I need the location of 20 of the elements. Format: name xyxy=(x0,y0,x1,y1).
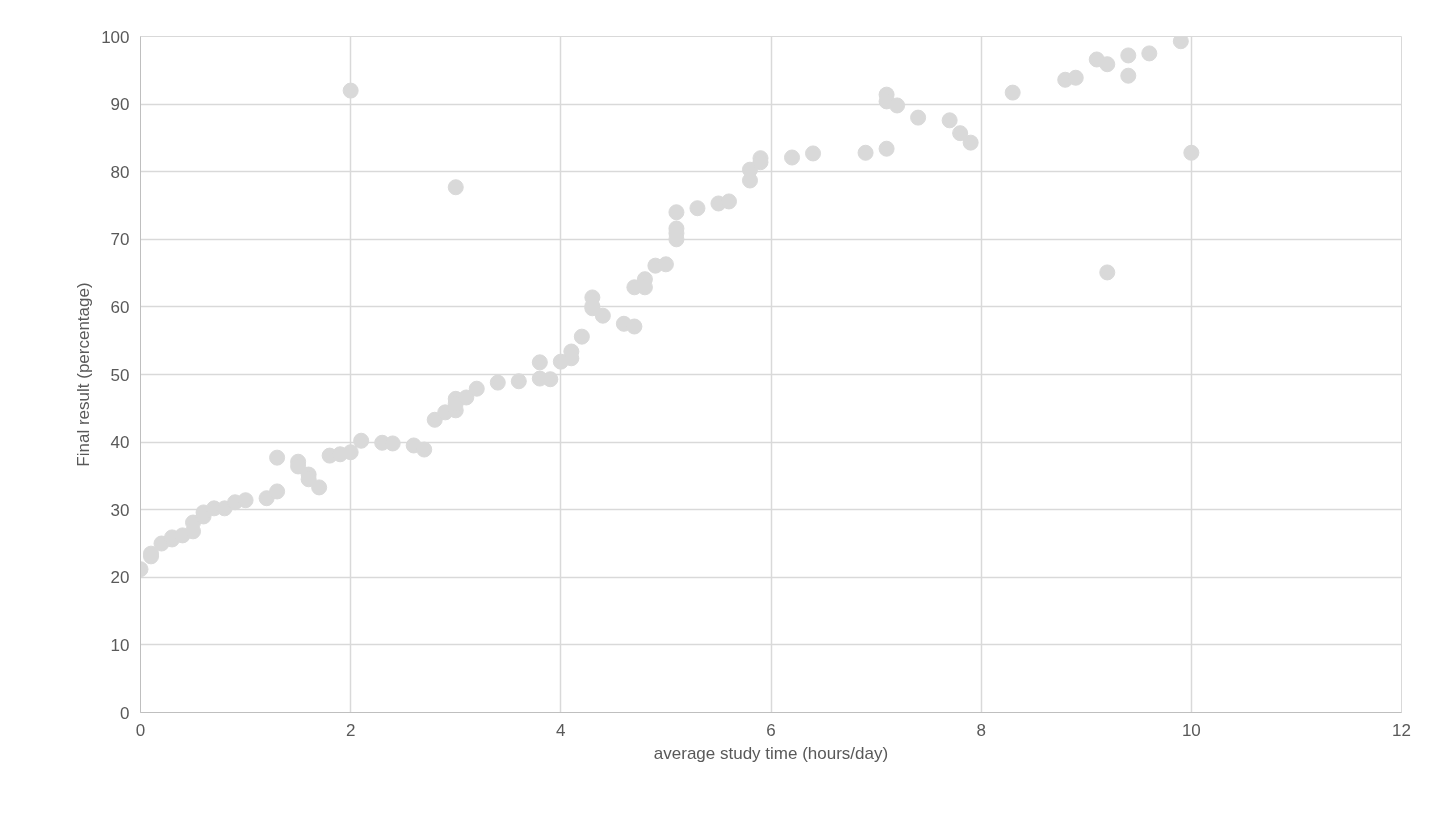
x-tick-label: 0 xyxy=(135,720,146,740)
y-tick-label: 90 xyxy=(110,95,130,115)
y-tick-label: 100 xyxy=(101,27,130,47)
y-tick-label: 20 xyxy=(110,568,130,588)
x-tick-label: 6 xyxy=(766,720,776,740)
y-axis-title: Final result (percentage) xyxy=(74,282,94,467)
y-tick-label: 60 xyxy=(110,297,130,317)
x-tick-label: 4 xyxy=(556,720,566,740)
y-tick-label: 70 xyxy=(110,230,130,250)
y-tick-label: 50 xyxy=(110,365,130,385)
x-tick-label: 10 xyxy=(1181,720,1201,740)
y-tick-label: 0 xyxy=(120,703,130,723)
y-tick-label: 40 xyxy=(110,433,130,453)
x-axis-title: average study time (hours/day) xyxy=(653,743,889,763)
y-tick-label: 30 xyxy=(110,500,130,520)
x-tick-label: 8 xyxy=(976,720,986,740)
x-tick-label: 2 xyxy=(345,720,356,740)
x-tick-label: 12 xyxy=(1392,720,1411,740)
y-tick-label: 80 xyxy=(110,162,130,182)
y-tick-label: 10 xyxy=(110,635,130,655)
